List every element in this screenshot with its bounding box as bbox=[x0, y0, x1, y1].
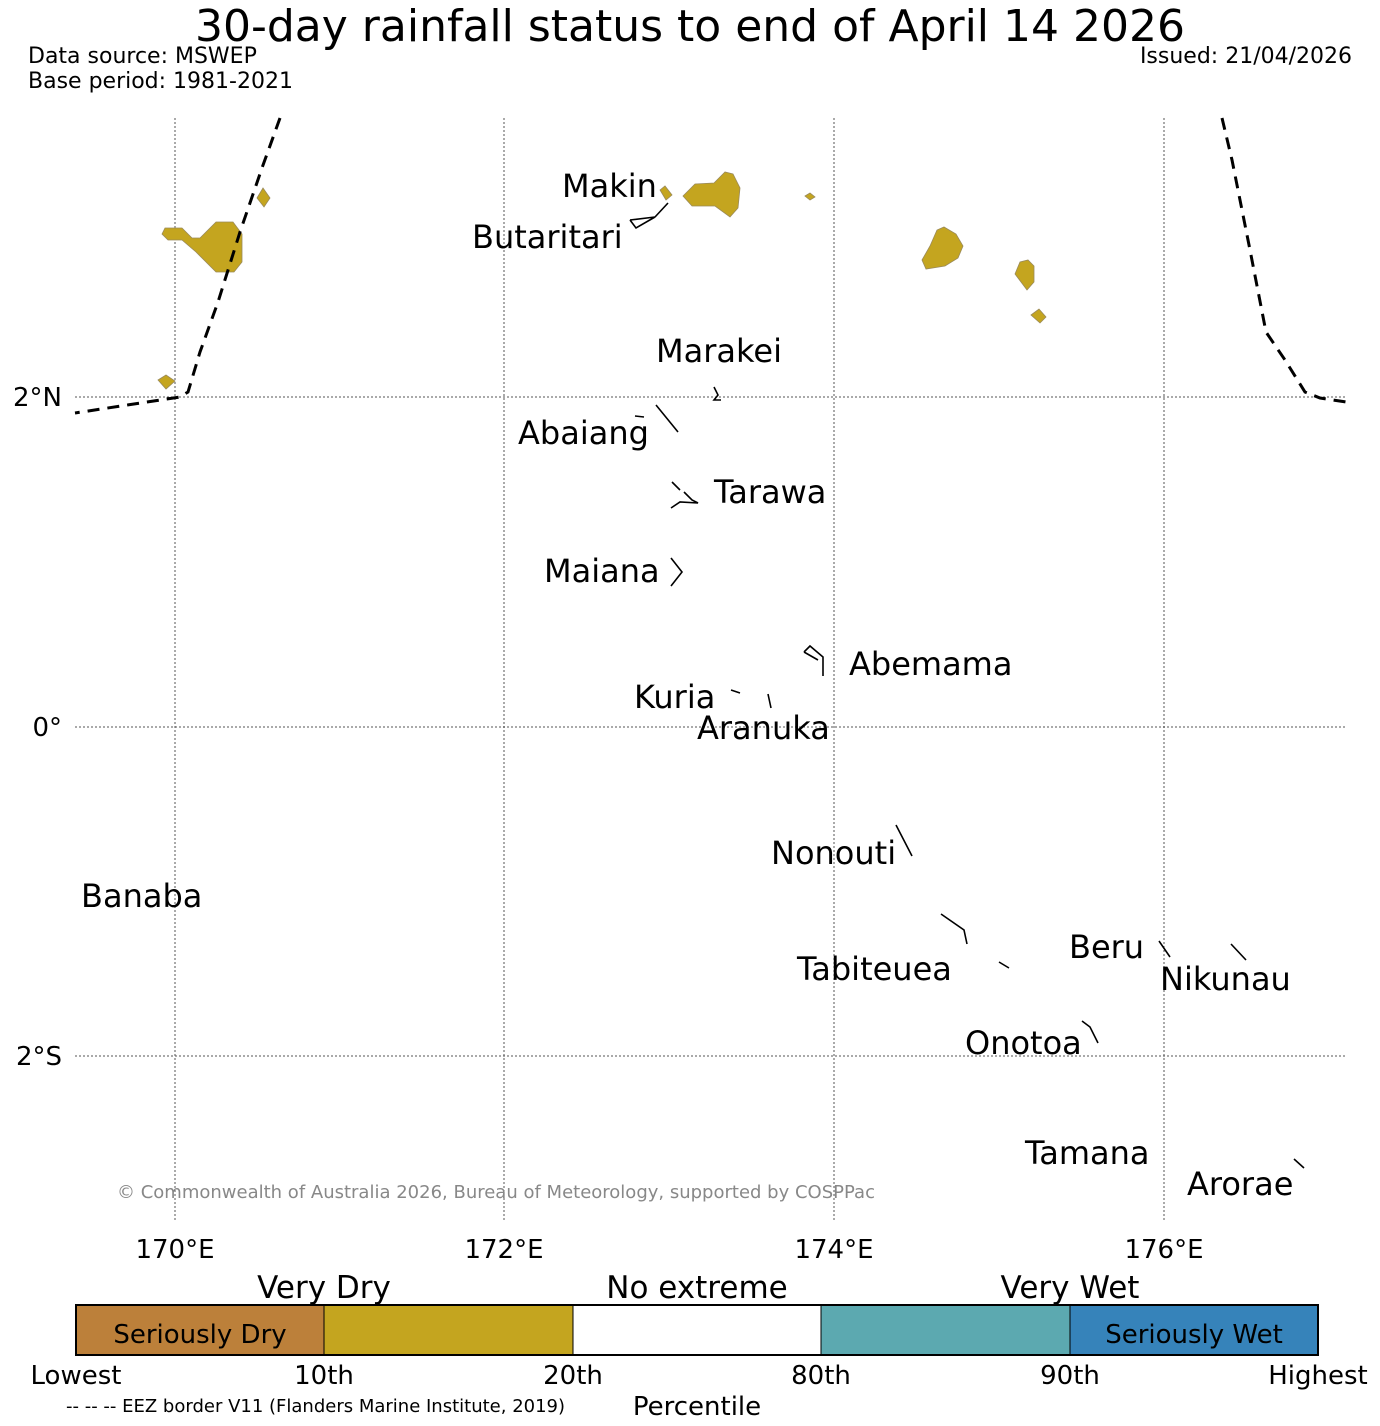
island-label-arorae: Arorae bbox=[1187, 1165, 1293, 1203]
colorbar-label-seriously-wet: Seriously Wet bbox=[1105, 1320, 1283, 1350]
dry-region-east-2 bbox=[1014, 259, 1035, 291]
kuria-outline bbox=[730, 689, 741, 694]
aranuka-outline bbox=[767, 693, 772, 709]
colorbar-very-dry bbox=[324, 1305, 573, 1355]
gridlines bbox=[75, 118, 1346, 1222]
dry-region-east-tiny bbox=[804, 192, 816, 201]
copyright-notice: © Commonwealth of Australia 2026, Bureau… bbox=[117, 1182, 875, 1203]
eez-border-note: -- -- -- EEZ border V11 (Flanders Marine… bbox=[66, 1396, 565, 1417]
abaiang-outline bbox=[634, 404, 679, 433]
colorbar-axis-label: Percentile bbox=[633, 1392, 761, 1422]
dry-region-nw-small bbox=[256, 187, 271, 208]
colorbar-group-very-dry: Very Dry bbox=[257, 1270, 391, 1306]
colorbar-frame bbox=[75, 1304, 1319, 1356]
maiana-outline bbox=[670, 557, 684, 587]
island-label-tamana: Tamana bbox=[1024, 1134, 1150, 1172]
lon-label-176: 176°E bbox=[1124, 1235, 1203, 1265]
lat-label-2n: 2°N bbox=[13, 383, 62, 413]
island-label-abemama: Abemama bbox=[849, 645, 1012, 683]
colorbar-tick-lowest: Lowest bbox=[31, 1361, 122, 1391]
eez-border-east bbox=[1220, 117, 1347, 404]
beru-outline bbox=[1158, 940, 1171, 958]
lat-label-2s: 2°S bbox=[16, 1042, 62, 1072]
eez-borders bbox=[74, 117, 1347, 415]
lon-label-172: 172°E bbox=[464, 1235, 543, 1265]
arorae-outline bbox=[1293, 1158, 1305, 1169]
island-label-butaritari: Butaritari bbox=[472, 218, 623, 256]
colorbar-tick-highest: Highest bbox=[1268, 1361, 1368, 1391]
issued-date-label: Issued: 21/04/2026 bbox=[1139, 44, 1352, 69]
lon-label-174: 174°E bbox=[794, 1235, 873, 1265]
island-label-beru: Beru bbox=[1069, 928, 1144, 966]
island-label-marakei: Marakei bbox=[656, 332, 782, 370]
onotoa-outline bbox=[1081, 1020, 1099, 1044]
island-label-abaiang: Abaiang bbox=[518, 414, 649, 452]
colorbar-group-no-extreme: No extreme bbox=[606, 1270, 787, 1306]
abemama-outline bbox=[803, 644, 824, 676]
data-source-label: Data source: MSWEP bbox=[28, 44, 257, 69]
butaritari-outline bbox=[629, 202, 669, 230]
island-label-nikunau: Nikunau bbox=[1160, 960, 1291, 998]
nonouti-outline bbox=[895, 824, 913, 857]
colorbar-label-seriously-dry: Seriously Dry bbox=[113, 1320, 286, 1350]
colorbar: Seriously Dry Seriously Wet Very Dry No … bbox=[31, 1270, 1368, 1422]
colorbar-tick-80th: 80th bbox=[791, 1361, 851, 1391]
island-label-nonouti: Nonouti bbox=[771, 834, 896, 872]
colorbar-no-extreme bbox=[573, 1305, 821, 1355]
island-label-tarawa: Tarawa bbox=[713, 473, 826, 511]
marakei-outline bbox=[712, 386, 721, 401]
island-label-onotoa: Onotoa bbox=[965, 1024, 1082, 1062]
island-label-maiana: Maiana bbox=[544, 552, 660, 590]
island-label-makin: Makin bbox=[562, 167, 657, 205]
tabiteuea-outline bbox=[940, 913, 1010, 969]
island-outlines bbox=[629, 202, 1305, 1169]
colorbar-tick-90th: 90th bbox=[1040, 1361, 1100, 1391]
dry-region-makin bbox=[682, 171, 741, 218]
dry-region-east bbox=[921, 226, 964, 270]
colorbar-seriously-dry bbox=[76, 1305, 324, 1355]
island-label-tabiteuea: Tabiteuea bbox=[796, 950, 952, 988]
island-label-kuria: Kuria bbox=[634, 678, 715, 716]
colorbar-tick-10th: 10th bbox=[294, 1361, 354, 1391]
very-dry-regions bbox=[157, 171, 1047, 390]
colorbar-tick-20th: 20th bbox=[543, 1361, 603, 1391]
dry-region-sw-small bbox=[157, 374, 176, 390]
base-period-label: Base period: 1981-2021 bbox=[28, 69, 293, 94]
colorbar-group-very-wet: Very Wet bbox=[1001, 1270, 1140, 1306]
lat-label-0: 0° bbox=[32, 713, 62, 743]
page-title: 30-day rainfall status to end of April 1… bbox=[195, 1, 1185, 52]
dry-region-east-3 bbox=[1030, 308, 1047, 324]
island-label-aranuka: Aranuka bbox=[697, 709, 830, 747]
tarawa-outline bbox=[670, 481, 699, 509]
island-label-banaba: Banaba bbox=[81, 877, 202, 915]
colorbar-seriously-wet bbox=[1070, 1305, 1318, 1355]
nikunau-outline bbox=[1230, 943, 1247, 961]
dry-region-makin-small bbox=[659, 185, 673, 201]
eez-border-west bbox=[74, 117, 282, 415]
lon-label-170: 170°E bbox=[135, 1235, 214, 1265]
dry-region-nw bbox=[161, 221, 243, 273]
colorbar-very-wet bbox=[821, 1305, 1070, 1355]
